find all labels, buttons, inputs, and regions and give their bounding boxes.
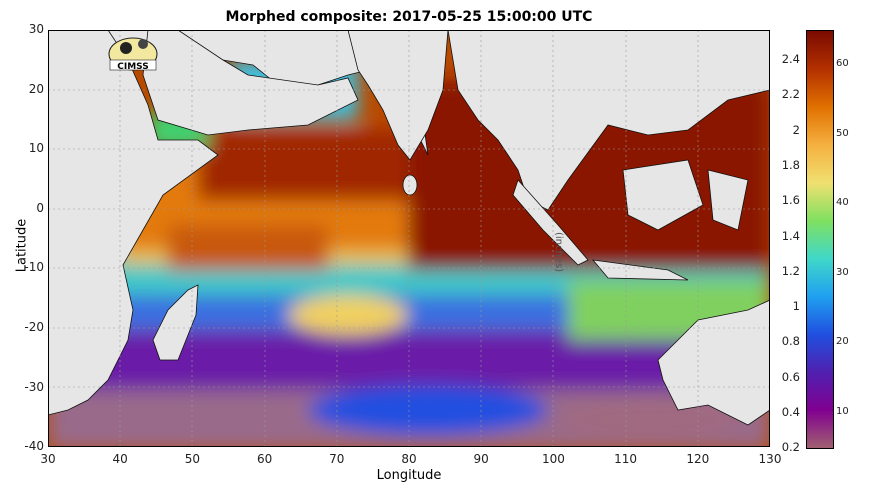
colorbar-right-tick: 30 [836, 266, 849, 278]
plot-title: Morphed composite: 2017-05-25 15:00:00 U… [225, 9, 593, 25]
y-tick: 0 [36, 200, 44, 215]
y-tick: -10 [24, 260, 44, 275]
colorbar-left-tick: 1.4 [781, 228, 800, 243]
cimss-logo: CIMSS [108, 37, 158, 72]
colorbar-left-tick: 1.6 [781, 193, 800, 208]
y-tick: 30 [28, 22, 44, 36]
colorbar-left-tick: 1 [792, 299, 800, 314]
grid-lines [48, 30, 770, 447]
x-tick: 110 [614, 452, 638, 466]
x-tick: 120 [686, 452, 710, 466]
y-tick: 20 [28, 81, 44, 96]
x-tick: 70 [329, 452, 345, 466]
land-masses [48, 30, 770, 426]
colorbar-right-tick: 60 [836, 58, 849, 69]
colorbar-left-tick: 0.2 [781, 440, 800, 455]
x-axis-label: Longitude [376, 468, 442, 483]
colorbar-right-tick: 10 [836, 405, 849, 417]
colorbar [806, 30, 834, 449]
colorbar-left-tick: 0.6 [781, 369, 800, 384]
water-vapor-field [48, 30, 770, 447]
y-tick: 10 [28, 141, 44, 156]
x-tick: 50 [184, 452, 201, 466]
x-tick: 90 [473, 452, 489, 466]
y-tick: -40 [24, 439, 44, 454]
x-tick: 130 [758, 452, 782, 466]
x-tick: 80 [401, 452, 417, 466]
x-tick: 60 [256, 452, 273, 466]
colorbar-left-tick: 1.2 [781, 263, 800, 278]
map-plot: CIMSS [48, 30, 770, 447]
x-tick: 100 [541, 452, 565, 466]
logo-text: CIMSS [117, 62, 148, 72]
colorbar-right-tick: 40 [836, 197, 849, 208]
colorbar-right-tick: 50 [836, 127, 849, 139]
y-tick: -20 [24, 320, 44, 334]
colorbar-left-tick: 2 [792, 122, 800, 137]
units-label: (inches) [553, 232, 564, 273]
colorbar-left-tick: 0.8 [781, 334, 800, 349]
x-tick: 30 [40, 452, 56, 466]
colorbar-right-tick: 20 [836, 336, 849, 347]
colorbar-left-tick: 0.4 [781, 405, 800, 419]
colorbar-left-tick: 2.2 [781, 87, 800, 102]
colorbar-left-tick: 1.8 [781, 157, 800, 172]
y-tick: -30 [24, 379, 44, 394]
x-tick: 40 [112, 452, 128, 466]
colorbar-left-tick: 2.4 [781, 52, 800, 66]
